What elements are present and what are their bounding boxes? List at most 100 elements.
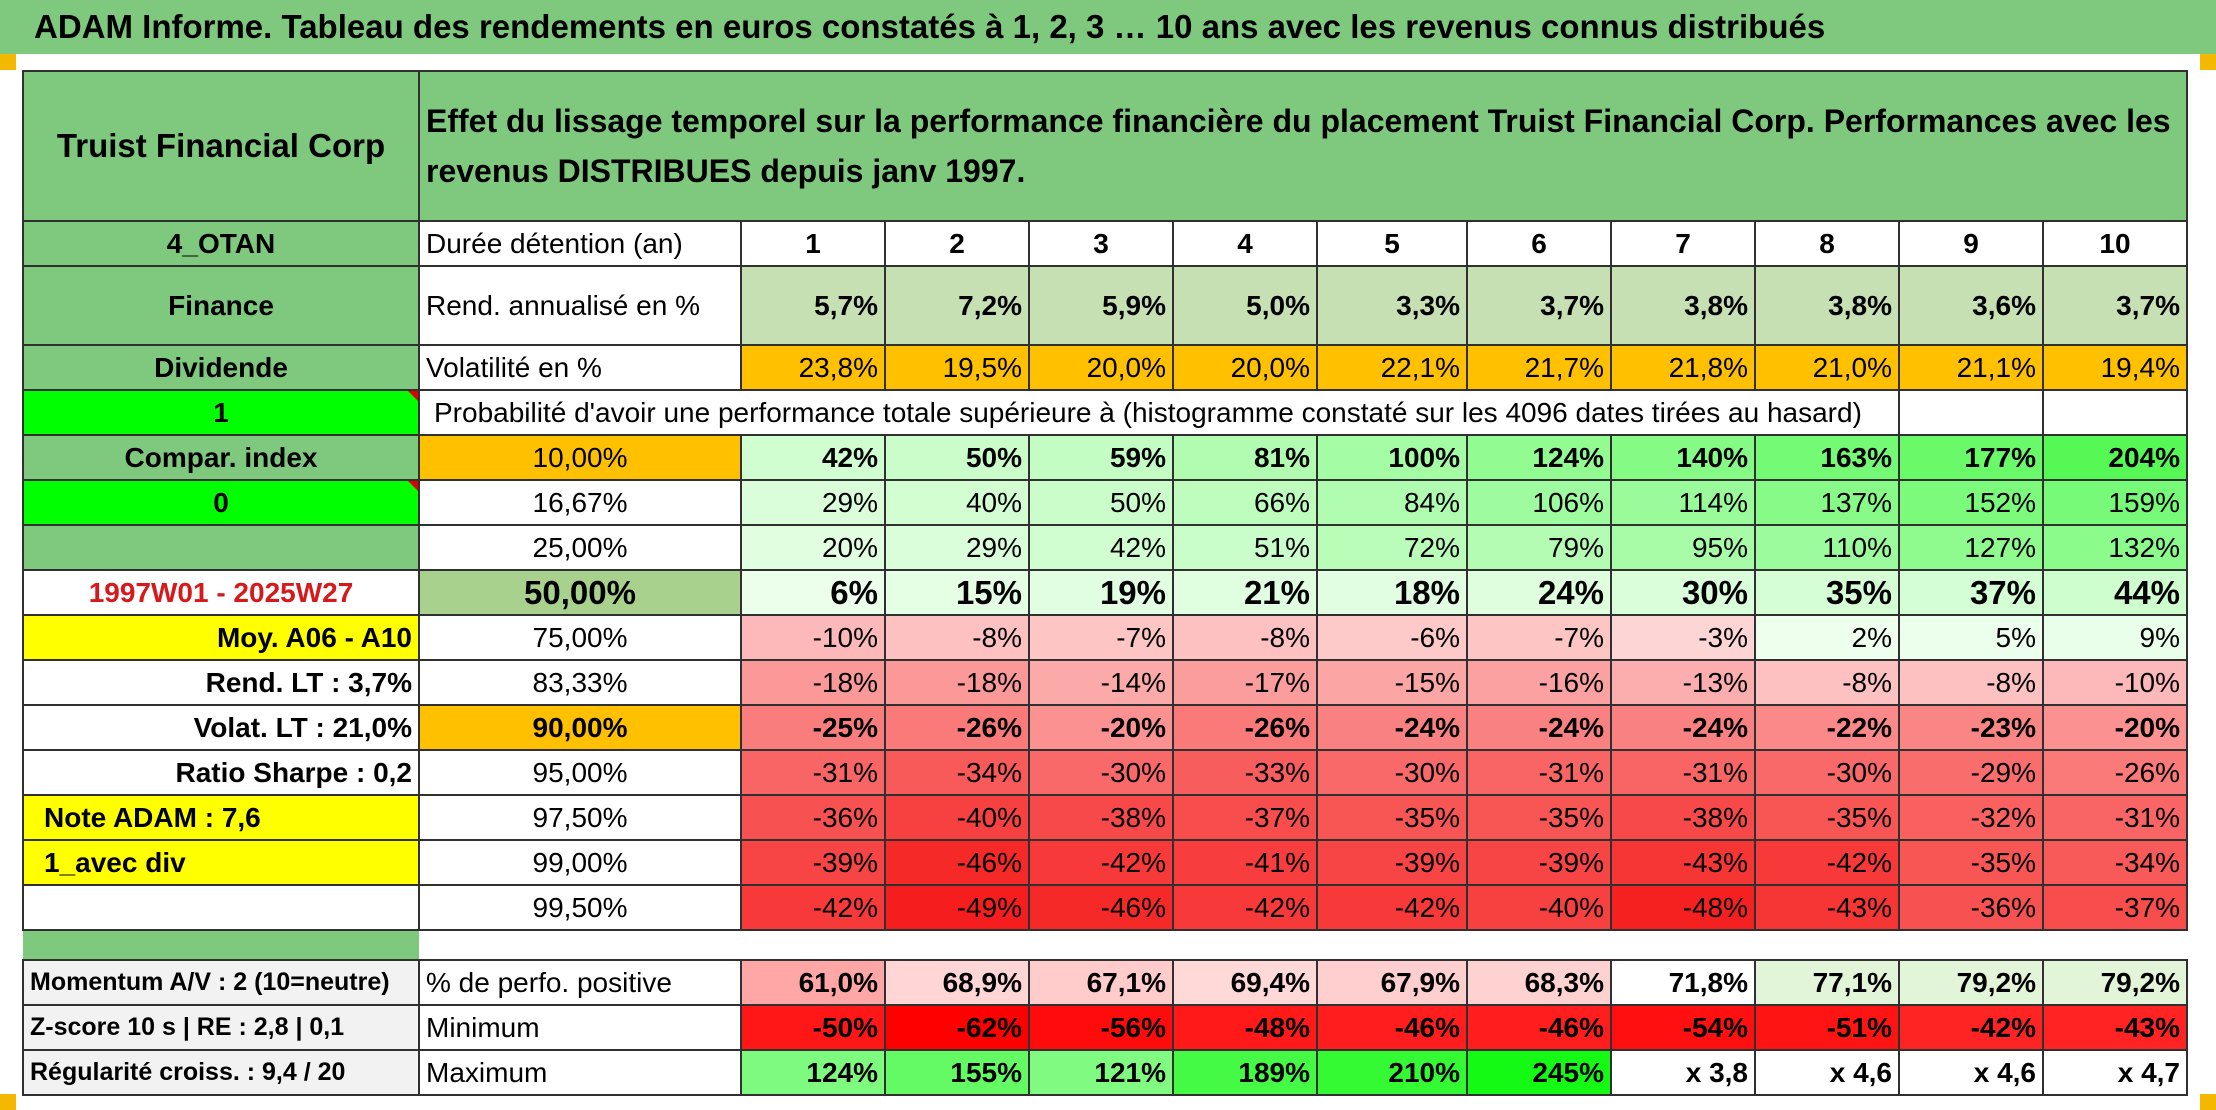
- probability-value: 59%: [1028, 434, 1174, 481]
- probability-value: 50%: [1028, 479, 1174, 526]
- probability-value: -7%: [1028, 614, 1174, 661]
- rend-cell: 3,8%: [1610, 265, 1756, 346]
- probability-value: -43%: [1610, 839, 1756, 886]
- probability-value: -15%: [1316, 659, 1468, 706]
- positive-cell: 68,3%: [1466, 959, 1612, 1006]
- probability-threshold: 16,67%: [418, 479, 742, 526]
- probability-value: -22%: [1754, 704, 1900, 751]
- probability-value: 177%: [1898, 434, 2044, 481]
- period-label: 1997W01 - 2025W27: [22, 569, 420, 616]
- duration-header: 2: [884, 220, 1030, 267]
- returns-table: Truist Financial Corp Effet du lissage t…: [22, 70, 2188, 1096]
- positive-label: % de perfo. positive: [418, 959, 742, 1006]
- volat-lt-label: Volat. LT : 21,0%: [22, 704, 420, 751]
- probability-value: -46%: [884, 839, 1030, 886]
- probability-value: 95%: [1610, 524, 1756, 571]
- probability-value: -16%: [1466, 659, 1612, 706]
- corner-marker: [2200, 54, 2216, 70]
- probability-value: -31%: [1466, 749, 1612, 796]
- vol-cell: 20,0%: [1172, 344, 1318, 391]
- vol-cell: 21,8%: [1610, 344, 1756, 391]
- rend-cell: 5,0%: [1172, 265, 1318, 346]
- vol-cell: 21,1%: [1898, 344, 2044, 391]
- note-label: Note ADAM : 7,6: [22, 794, 420, 841]
- probability-value: -35%: [1754, 794, 1900, 841]
- probability-value: 132%: [2042, 524, 2188, 571]
- probability-value: -24%: [1610, 704, 1756, 751]
- probability-value: -8%: [1898, 659, 2044, 706]
- vol-cell: 20,0%: [1028, 344, 1174, 391]
- page-title: ADAM Informe. Tableau des rendements en …: [0, 0, 2216, 54]
- positive-cell: 69,4%: [1172, 959, 1318, 1006]
- probability-value: 40%: [884, 479, 1030, 526]
- probability-value: 9%: [2042, 614, 2188, 661]
- probability-value: 29%: [740, 479, 886, 526]
- probability-value: 159%: [2042, 479, 2188, 526]
- probability-value: 35%: [1754, 569, 1900, 616]
- probability-value: -30%: [1028, 749, 1174, 796]
- avec-div-label: 1_avec div: [22, 839, 420, 886]
- probability-value: 6%: [740, 569, 886, 616]
- probability-threshold: 25,00%: [418, 524, 742, 571]
- probability-threshold: 83,33%: [418, 659, 742, 706]
- probability-value: -23%: [1898, 704, 2044, 751]
- probability-value: -6%: [1316, 614, 1468, 661]
- vol-cell: 19,4%: [2042, 344, 2188, 391]
- duration-header: 9: [1898, 220, 2044, 267]
- probability-threshold: 99,00%: [418, 839, 742, 886]
- probability-value: -40%: [1466, 884, 1612, 931]
- spacer: [419, 929, 2187, 961]
- zscore-label: Z-score 10 s | RE : 2,8 | 0,1: [22, 1004, 420, 1051]
- probability-value: -42%: [1754, 839, 1900, 886]
- probability-value: -38%: [1610, 794, 1756, 841]
- duration-header: 3: [1028, 220, 1174, 267]
- probability-value: -26%: [2042, 749, 2188, 796]
- probability-value: -46%: [1028, 884, 1174, 931]
- vol-cell: 21,0%: [1754, 344, 1900, 391]
- probability-value: -10%: [740, 614, 886, 661]
- duration-header: 8: [1754, 220, 1900, 267]
- compar-index-label: Compar. index: [22, 434, 420, 481]
- probability-value: -37%: [2042, 884, 2188, 931]
- probability-value: 2%: [1754, 614, 1900, 661]
- probability-value: -30%: [1754, 749, 1900, 796]
- vol-cell: 19,5%: [884, 344, 1030, 391]
- sharpe-label: Ratio Sharpe : 0,2: [22, 749, 420, 796]
- max-cell: 245%: [1466, 1049, 1612, 1096]
- empty-label: [22, 524, 420, 571]
- probability-value: 37%: [1898, 569, 2044, 616]
- probability-value: -38%: [1028, 794, 1174, 841]
- rend-cell: 3,8%: [1754, 265, 1900, 346]
- probability-value: -36%: [1898, 884, 2044, 931]
- probability-value: -41%: [1172, 839, 1318, 886]
- flag-zero: 0: [22, 479, 420, 526]
- probability-value: -34%: [2042, 839, 2188, 886]
- duration-header: 6: [1466, 220, 1612, 267]
- probability-value: -33%: [1172, 749, 1318, 796]
- max-cell: 210%: [1316, 1049, 1468, 1096]
- probability-value: -13%: [1610, 659, 1756, 706]
- probability-value: -42%: [1028, 839, 1174, 886]
- probability-value: 5%: [1898, 614, 2044, 661]
- company-name: Truist Financial Corp: [22, 70, 420, 222]
- rend-label: Rend. annualisé en %: [418, 265, 742, 346]
- probability-value: -49%: [884, 884, 1030, 931]
- probability-value: 18%: [1316, 569, 1468, 616]
- probability-value: -31%: [1610, 749, 1756, 796]
- min-cell: -56%: [1028, 1004, 1174, 1051]
- positive-cell: 79,2%: [1898, 959, 2044, 1006]
- vol-cell: 22,1%: [1316, 344, 1468, 391]
- probability-value: -43%: [1754, 884, 1900, 931]
- probability-value: 72%: [1316, 524, 1468, 571]
- probability-label: Probabilité d'avoir une performance tota…: [418, 389, 1900, 436]
- min-cell: -51%: [1754, 1004, 1900, 1051]
- empty-cell: [2042, 389, 2188, 436]
- probability-value: 124%: [1466, 434, 1612, 481]
- probability-value: 24%: [1466, 569, 1612, 616]
- flag-one: 1: [22, 389, 420, 436]
- probability-value: 19%: [1028, 569, 1174, 616]
- empty-label: [22, 884, 420, 931]
- probability-value: 110%: [1754, 524, 1900, 571]
- corner-marker: [2200, 1094, 2216, 1110]
- rend-cell: 5,7%: [740, 265, 886, 346]
